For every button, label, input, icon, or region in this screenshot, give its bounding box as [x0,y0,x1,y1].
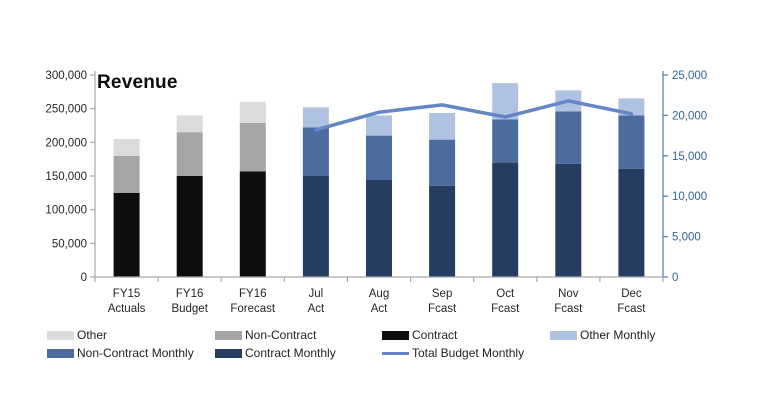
non-contract-monthly-bar [618,115,645,169]
right-axis-tick-label: 10,000 [672,191,707,203]
non-contract-monthly-bar [492,119,519,163]
category-label: Act [308,303,325,315]
category-label: Jul [309,288,324,300]
left-axis-tick-label: 150,000 [45,171,87,183]
chart-title: Revenue [97,72,178,93]
other-monthly-bar [429,113,456,140]
category-label: Forecast [230,303,276,315]
non-contract-monthly-bar [302,127,329,176]
category-label: FY16 [239,288,267,300]
non-contract-bar [176,132,203,176]
contract-monthly-bar [302,176,329,277]
legend-label: Contract Monthly [245,346,336,360]
contract-monthly-swatch-icon [215,348,242,358]
right-axis-tick-label: 5,000 [672,232,701,244]
non-contract-monthly-bar [429,139,456,186]
legend-label: Other Monthly [580,328,656,342]
right-axis-tick-label: 25,000 [672,70,707,82]
category-label: Dec [621,288,642,300]
contract-swatch-icon [382,330,409,340]
legend-label: Non-Contract [245,328,317,342]
other-monthly-swatch-icon [550,330,577,340]
right-axis-tick-label: 15,000 [672,151,707,163]
legend-item-other-monthly: Other Monthly [550,328,655,342]
contract-bar [113,192,140,277]
category-label: Act [371,303,388,315]
legend-item-non-contract: Non-Contract [215,328,316,342]
right-axis-tick-label: 0 [672,272,678,284]
category-label: FY16 [176,288,204,300]
contract-bar [239,171,266,277]
legend-item-contract-monthly: Contract Monthly [215,346,336,360]
legend-item-non-contract-monthly: Non-Contract Monthly [47,346,194,360]
other-bar [113,139,140,156]
contract-monthly-bar [492,162,519,277]
other-monthly-bar [366,115,392,136]
non-contract-monthly-bar [366,135,392,180]
contract-monthly-bar [618,168,645,277]
non-contract-swatch-icon [215,330,242,340]
legend-label: Contract [412,328,458,342]
category-label: Fcast [554,303,583,315]
other-monthly-bar [302,107,329,128]
legend-label: Non-Contract Monthly [77,346,194,360]
legend-item-other: Other [47,328,107,342]
left-axis-tick-label: 100,000 [45,205,87,217]
category-label: Oct [496,288,515,300]
total-budget-monthly-swatch-icon [382,351,409,355]
non-contract-bar [239,122,266,172]
category-label: Nov [558,288,579,300]
left-axis-tick-label: 200,000 [45,137,87,149]
category-label: FY15 [113,288,141,300]
total-budget-monthly-line [314,99,634,132]
left-axis-tick-label: 250,000 [45,104,87,116]
non-contract-monthly-swatch-icon [47,348,74,358]
category-label: Aug [369,288,389,300]
right-axis-tick-label: 20,000 [672,110,707,122]
legend-item-contract: Contract [382,328,457,342]
left-axis-tick-label: 300,000 [45,70,87,82]
category-label: Actuals [108,303,146,315]
contract-bar [176,176,203,277]
legend-label: Other [77,328,108,342]
contract-monthly-bar [555,163,582,277]
non-contract-bar [113,155,140,193]
category-label: Fcast [428,303,457,315]
other-swatch-icon [47,330,74,340]
legend-item-total-budget-monthly: Total Budget Monthly [382,346,524,360]
other-bar [239,101,266,123]
category-label: Fcast [617,303,646,315]
contract-monthly-bar [429,185,456,277]
left-axis-tick-label: 0 [81,272,87,284]
left-axis-tick-label: 50,000 [52,238,87,250]
contract-monthly-bar [366,180,392,277]
other-bar [176,115,203,133]
non-contract-monthly-bar [555,111,582,164]
category-label: Fcast [491,303,520,315]
category-label: Sep [432,288,452,300]
legend-label: Total Budget Monthly [412,346,525,360]
category-label: Budget [171,303,208,315]
